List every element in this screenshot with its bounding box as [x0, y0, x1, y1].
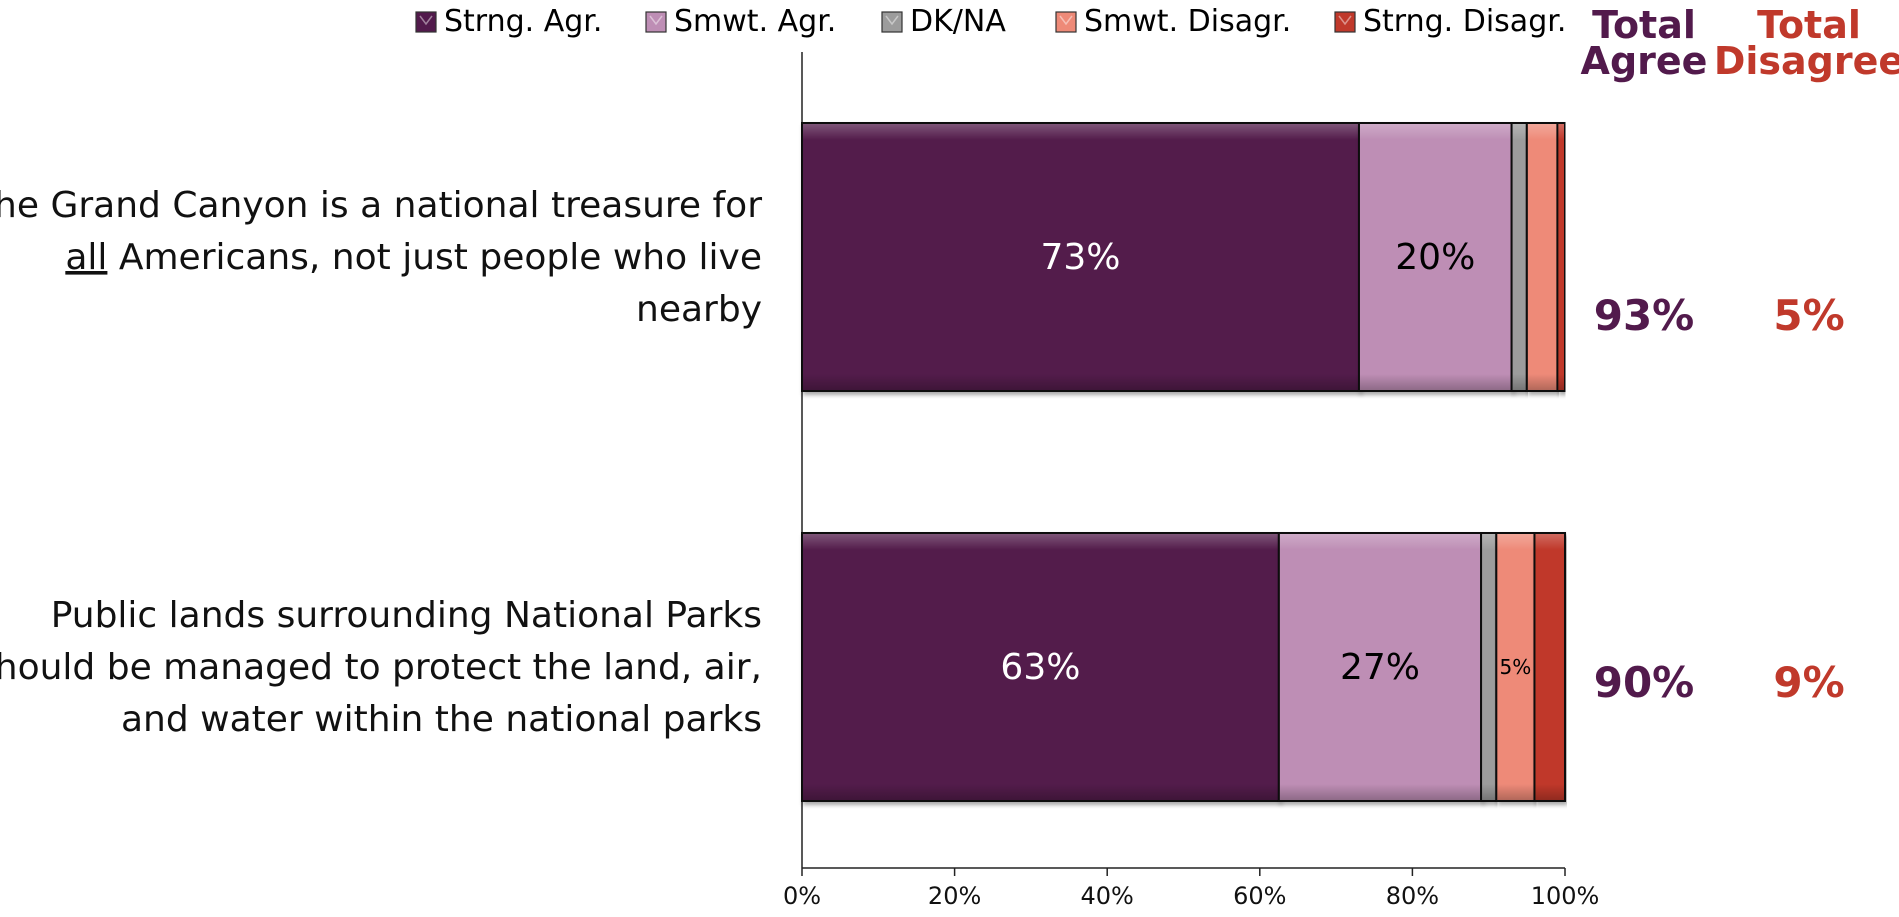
underlined-word: all [65, 237, 107, 278]
bar-segment-sheen [803, 124, 1358, 390]
bar-segment-sheen [1558, 124, 1564, 390]
bar-segment-sheen [1497, 534, 1534, 800]
bar-data-label: 5% [1500, 655, 1532, 679]
total-agree-value: 90% [1594, 658, 1695, 707]
category-label-text: Americans, not just people who live [107, 237, 762, 278]
legend-swatch-bevel [1059, 15, 1073, 26]
bar-data-label: 20% [1395, 237, 1475, 278]
category-label-text: should be managed to protect the land, a… [0, 647, 762, 688]
legend-label: Smwt. Disagr. [1084, 4, 1291, 39]
total-agree-value: 93% [1594, 291, 1695, 340]
x-tick-label: 100% [1531, 882, 1600, 910]
category-label-text: Public lands surrounding National Parks [51, 595, 762, 636]
bar-segment-sheen [1359, 124, 1511, 390]
bar-data-label: 27% [1340, 647, 1420, 688]
totals-values: 93% 90% 5% 9% [1594, 291, 1845, 707]
category-label-line: The Grand Canyon is a national treasure … [0, 185, 762, 226]
bar-segment-sheen [1535, 534, 1564, 800]
x-tick-label: 60% [1233, 882, 1286, 910]
bar-segment-sheen [803, 534, 1278, 800]
category-label-line: Public lands surrounding National Parks [51, 595, 762, 636]
chart-legend: Strng. Agr. Smwt. Agr. DK/NA Smwt. Disagr. S… [415, 4, 1566, 39]
bar-segment-sheen [1512, 124, 1526, 390]
legend-swatch-bevel [1338, 15, 1352, 26]
category-label-line: and water within the national parks [121, 699, 762, 740]
legend-label: Strng. Disagr. [1363, 4, 1566, 39]
legend-label: DK/NA [910, 4, 1006, 39]
legend-swatch [1334, 11, 1356, 33]
category-label-text: The Grand Canyon is a national treasure … [0, 185, 762, 226]
bar-segment-sheen [1279, 534, 1481, 800]
bar-segment-sheen [1527, 124, 1557, 390]
category-label-line: nearby [636, 289, 762, 330]
x-tick-label: 20% [928, 882, 981, 910]
legend-swatch-bevel [419, 15, 433, 26]
legend-swatch [1055, 11, 1077, 33]
category-label-line: all Americans, not just people who live [65, 237, 762, 278]
bars [801, 122, 1566, 802]
bar-segment-sheen [1482, 534, 1496, 800]
legend-swatch [415, 11, 437, 33]
bar-data-label: 73% [1040, 237, 1120, 278]
category-label-text: and water within the national parks [121, 699, 762, 740]
x-tick-label: 40% [1081, 882, 1134, 910]
total-disagree-value: 9% [1773, 658, 1844, 707]
total-disagree-value: 5% [1773, 291, 1844, 340]
total-disagree-header: Total [1757, 3, 1861, 47]
x-tick-label: 0% [783, 882, 821, 910]
x-tick-label: 80% [1386, 882, 1439, 910]
total-agree-header: Agree [1581, 39, 1708, 83]
legend-label: Smwt. Agr. [674, 4, 836, 39]
legend-swatch-bevel [885, 15, 899, 26]
legend-swatch [881, 11, 903, 33]
legend-swatch [645, 11, 667, 33]
total-disagree-header: Disagree [1714, 39, 1899, 83]
bar-data-label: 63% [1000, 647, 1080, 688]
legend-swatch-bevel [649, 15, 663, 26]
legend-label: Strng. Agr. [444, 4, 602, 39]
data-labels: 73% 20% 63% 27% 5% [1000, 237, 1531, 688]
total-agree-header: Total [1592, 3, 1696, 47]
category-labels: The Grand Canyon is a national treasure … [0, 185, 762, 740]
category-label-line: should be managed to protect the land, a… [0, 647, 762, 688]
category-label-text: nearby [636, 289, 762, 330]
